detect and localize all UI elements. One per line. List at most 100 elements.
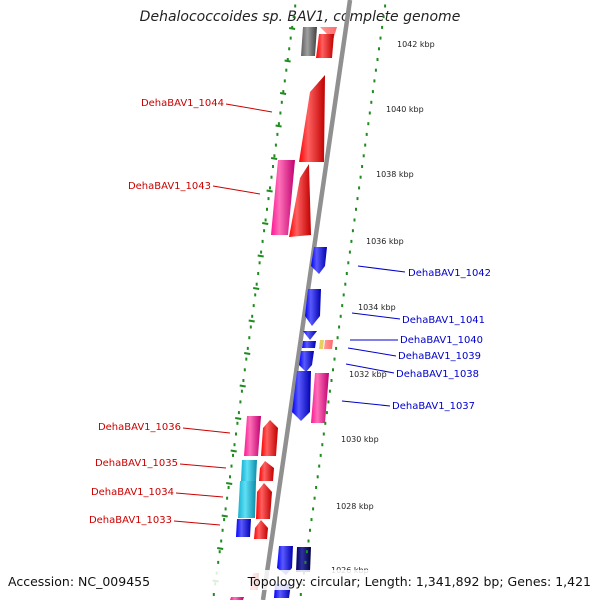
rail-major-tick	[239, 384, 246, 388]
rail-tick	[330, 379, 333, 382]
rail-tick	[221, 528, 224, 532]
rail-major-tick	[262, 222, 269, 225]
rail-tick	[291, 25, 294, 29]
rail-tick	[341, 304, 344, 308]
rail-tick	[332, 368, 334, 372]
rail-tick	[355, 207, 357, 211]
rail-tick	[276, 132, 279, 136]
rail-tick	[379, 36, 382, 40]
rail-tick	[264, 218, 267, 222]
gene-label-1044: DehaBAV1_1044	[141, 98, 224, 109]
rail-tick	[289, 36, 292, 40]
rail-tick	[322, 432, 325, 436]
rail-tick	[362, 154, 365, 158]
rail-tick	[212, 593, 215, 596]
rail-tick	[384, 4, 387, 8]
rail-tick	[217, 560, 220, 564]
gene-navy-bottom	[296, 547, 311, 572]
gene-pink-1036	[244, 416, 261, 456]
rail-tick	[294, 4, 297, 8]
gene-label-1041: DehaBAV1_1041	[402, 315, 485, 326]
gene-blue-bottom	[277, 546, 293, 575]
scale-label: 1036 kbp	[366, 237, 404, 246]
rail-tick	[370, 100, 373, 104]
rail-tick	[257, 272, 260, 275]
rail-tick	[381, 25, 384, 29]
gene-salmon-1040	[324, 340, 333, 349]
rail-tick	[245, 357, 248, 361]
gene-red-top	[316, 34, 334, 58]
rail-tick	[361, 165, 364, 168]
gene-blue-small	[302, 341, 316, 348]
gene-pink-1037	[311, 373, 329, 423]
gene-label-1036: DehaBAV1_1036	[98, 422, 181, 433]
rail-major-tick	[230, 449, 237, 453]
rail-tick	[273, 154, 276, 158]
rail-tick	[237, 411, 240, 415]
gene-label-1034: DehaBAV1_1034	[91, 487, 174, 498]
rail-major-tick	[288, 27, 296, 30]
rail-major-tick	[279, 92, 287, 95]
rail-tick	[382, 15, 385, 19]
rail-tick	[338, 325, 341, 329]
rail-tick	[315, 486, 318, 489]
rail-tick	[344, 282, 347, 286]
rail-tick	[232, 453, 234, 457]
rail-tick	[292, 15, 295, 19]
rail-tick	[243, 368, 246, 372]
rail-tick	[269, 186, 271, 190]
rail-tick	[270, 175, 273, 179]
rail-tick	[371, 90, 374, 94]
rail-tick	[353, 218, 356, 222]
rail-tick	[288, 47, 291, 51]
rail-tick	[286, 58, 289, 61]
rail-tick	[258, 261, 261, 265]
gene-red-1044	[299, 75, 325, 162]
rail-tick	[299, 593, 302, 596]
rail-tick	[227, 486, 230, 489]
rail-tick	[339, 314, 342, 318]
rail-tick	[316, 475, 319, 479]
rail-tick	[235, 432, 237, 436]
gene-red-1036	[261, 420, 278, 456]
gene-pink-1043	[271, 160, 295, 235]
gene-label-1038: DehaBAV1_1038	[396, 369, 479, 380]
rail-tick	[218, 550, 221, 554]
rail-tick	[310, 518, 313, 522]
rail-tick	[230, 464, 233, 468]
scale-label: 1028 kbp	[336, 502, 374, 511]
rail-major-tick	[253, 287, 260, 290]
map-title: Dehalococcoides sp. BAV1, complete genom…	[139, 9, 461, 25]
rail-tick	[351, 229, 354, 233]
gene-label-1042: DehaBAV1_1042	[408, 268, 491, 279]
gene-blue-1041	[305, 289, 321, 326]
rail-tick	[376, 58, 379, 61]
rail-tick	[274, 143, 277, 147]
gene-labels: DehaBAV1_1044 DehaBAV1_1043 DehaBAV1_103…	[89, 98, 491, 526]
rail-major-tick	[257, 254, 264, 258]
rail-major-tick	[226, 482, 233, 485]
scale-labels: 1042 kbp 1040 kbp 1038 kbp 1036 kbp 1034…	[331, 40, 435, 575]
scale-label: 1034 kbp	[358, 303, 396, 312]
accession-text: Accession: NC_009455	[8, 574, 151, 589]
rail-tick	[233, 443, 236, 447]
rail-major-tick	[275, 124, 282, 128]
gene-label-1037: DehaBAV1_1037	[392, 401, 475, 412]
gene-label-1040: DehaBAV1_1040	[400, 335, 483, 346]
backbone-line	[260, 0, 353, 600]
gene-label-1035: DehaBAV1_1035	[95, 458, 178, 469]
rail-tick	[224, 507, 227, 511]
rail-tick	[283, 79, 286, 83]
rail-tick	[249, 325, 252, 329]
gene-label-1039: DehaBAV1_1039	[398, 351, 481, 362]
rail-tick	[263, 229, 266, 233]
rail-tick	[248, 336, 251, 340]
rail-tick	[277, 122, 280, 126]
rail-tick	[373, 79, 376, 83]
rail-tick	[279, 111, 282, 115]
rail-tick	[239, 400, 242, 404]
rail-tick	[348, 250, 351, 254]
rail-tick	[350, 239, 353, 243]
gene-cyan-1034	[238, 481, 256, 518]
